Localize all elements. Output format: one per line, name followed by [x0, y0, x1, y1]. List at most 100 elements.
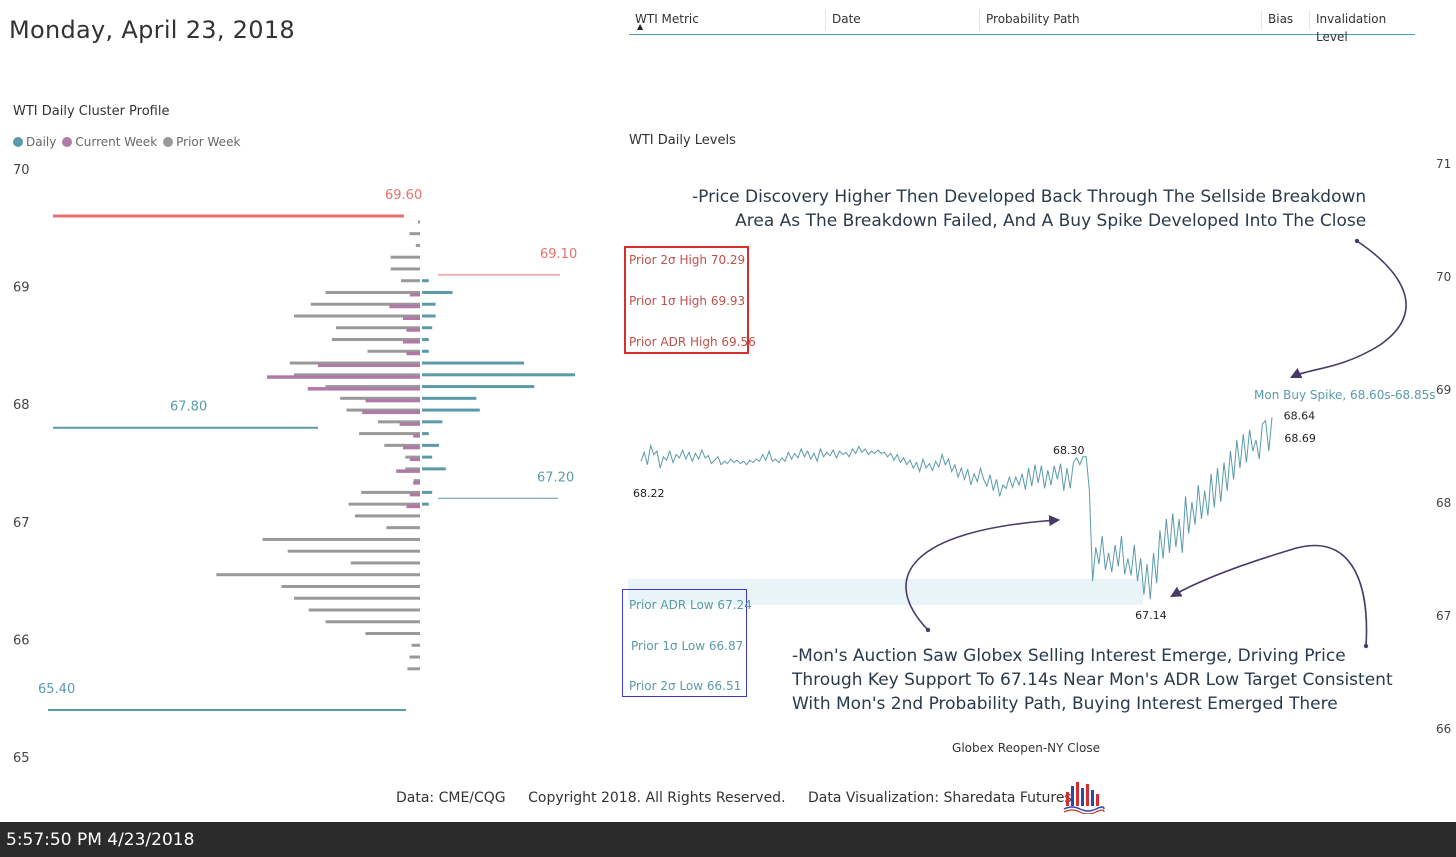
daily-bar: [422, 385, 535, 389]
column-header-wti-metric[interactable]: WTI Metric: [635, 12, 699, 26]
daily-bar: [422, 502, 429, 506]
prior-low-levels-box: Prior ADR Low 67.24 Prior 1σ Low 66.87 P…: [622, 589, 752, 697]
prior-week-bar: [361, 490, 420, 494]
prior-week-bar: [287, 549, 420, 553]
annotation-line: Through Key Support To 67.14s Near Mon's…: [792, 670, 1393, 690]
prior-week-bar: [262, 537, 420, 541]
daily-bar: [422, 455, 433, 459]
prior-week-bar: [386, 526, 420, 530]
arrow-start-dot: [1354, 238, 1360, 244]
current-week-bar: [365, 398, 420, 403]
current-week-bar: [318, 363, 420, 368]
prior-week-bar: [325, 290, 420, 294]
y-tick-label: 70: [1436, 270, 1451, 284]
daily-bar: [422, 396, 477, 400]
prior-week-bar: [289, 361, 420, 365]
prior-week-bar: [294, 314, 420, 318]
y-tick-label: 68: [1436, 496, 1451, 510]
daily-bar: [422, 338, 429, 342]
level-marker-label: 69.60: [385, 188, 422, 203]
prior-week-bar: [405, 455, 420, 459]
annotation-arrow: [1170, 544, 1368, 647]
sort-ascending-icon[interactable]: ▲: [637, 22, 644, 31]
data-label: 68.69: [1284, 432, 1316, 445]
annotation-top: -Price Discovery Higher Then Developed B…: [692, 185, 1366, 233]
current-week-bar: [406, 504, 420, 509]
prior-week-bar: [325, 385, 420, 389]
buy-spike-label: Mon Buy Spike, 68.60s-68.85s: [1254, 388, 1436, 402]
legend-label: Current Week: [75, 135, 158, 149]
current-week-bar: [403, 316, 420, 320]
current-week-bar: [409, 292, 420, 297]
legend-dot-icon: [163, 137, 174, 147]
prior-week-bar: [346, 408, 420, 412]
y-tick-label: 68: [13, 398, 30, 413]
level-marker-label: 69.10: [540, 247, 577, 262]
prior-week-bar: [354, 514, 420, 518]
daily-bar: [422, 420, 443, 424]
level-label-prior-1sigma-low: Prior 1σ Low 66.87: [631, 639, 744, 653]
current-week-bar: [409, 492, 420, 497]
daily-bar: [422, 349, 429, 353]
prior-week-bar: [294, 596, 420, 600]
annotation-arrow: [1289, 240, 1407, 379]
annotation-line: -Mon's Auction Saw Globex Selling Intere…: [792, 646, 1346, 666]
annotation-line: -Price Discovery Higher Then Developed B…: [692, 187, 1367, 207]
annotation-arrow: [905, 514, 1061, 631]
prior-week-bar: [348, 502, 420, 506]
y-tick-label: 70: [13, 163, 30, 178]
column-header-date[interactable]: Date: [825, 10, 979, 30]
data-label: 67.14: [1135, 609, 1167, 622]
y-tick-label: 67: [13, 516, 30, 531]
legend-dot-icon: [62, 137, 73, 147]
adr-low-band: [628, 578, 1143, 605]
legend-item-daily[interactable]: Daily: [13, 135, 56, 149]
annotation-bottom: -Mon's Auction Saw Globex Selling Intere…: [792, 644, 1393, 716]
y-tick-label: 66: [1436, 722, 1451, 736]
prior-week-bar: [405, 467, 420, 471]
cluster-profile-title: WTI Daily Cluster Profile: [13, 104, 170, 119]
level-label-prior-2sigma-low: Prior 2σ Low 66.51: [629, 679, 742, 693]
status-timestamp: 5:57:50 PM 4/23/2018: [6, 830, 195, 850]
current-week-bar: [389, 304, 420, 309]
arrow-start-dot: [1363, 643, 1369, 649]
y-tick-label: 65: [13, 751, 30, 766]
daily-bar: [422, 467, 446, 471]
current-week-bar: [409, 457, 420, 462]
y-tick-label: 69: [1436, 383, 1451, 397]
prior-week-bar: [384, 443, 420, 447]
daily-bar: [422, 432, 429, 436]
prior-week-bar: [409, 655, 420, 659]
level-label-prior-2sigma-high: Prior 2σ High 70.29: [629, 253, 746, 267]
legend-item-prior-week[interactable]: Prior Week: [163, 135, 240, 149]
level-label-prior-adr-high: Prior ADR High 69.56: [629, 335, 756, 349]
column-header-probability-path[interactable]: Probability Path: [979, 10, 1261, 30]
prior-high-levels-box: Prior 2σ High 70.29 Prior 1σ High 69.93 …: [624, 246, 756, 354]
current-week-bar: [267, 375, 420, 379]
prior-week-bar: [401, 279, 420, 283]
level-marker-label: 67.80: [170, 400, 207, 415]
prior-week-bar: [331, 338, 420, 342]
metrics-table-header: WTI Metric ▲ Date Probability Path Bias …: [629, 8, 1415, 44]
column-header-bias[interactable]: Bias: [1261, 10, 1309, 30]
current-week-bar: [396, 469, 420, 473]
legend-item-current-week[interactable]: Current Week: [62, 135, 157, 149]
prior-week-bar: [378, 420, 420, 424]
daily-levels-title: WTI Daily Levels: [629, 133, 736, 148]
prior-week-bar: [216, 573, 420, 577]
level-marker-label: 65.40: [38, 682, 75, 697]
prior-week-bar: [359, 432, 420, 436]
legend-label: Daily: [26, 135, 57, 149]
daily-bar: [422, 490, 433, 494]
prior-week-bar: [325, 620, 420, 624]
prior-week-bar: [390, 267, 420, 271]
sharedata-logo-icon: [1063, 782, 1105, 814]
current-week-bar: [307, 387, 420, 391]
prior-week-bar: [390, 255, 420, 259]
footer-credit: Data Visualization: Sharedata Futures: [807, 790, 1072, 806]
price-line: [640, 417, 1273, 600]
y-tick-label: 66: [13, 633, 30, 648]
column-header-invalidation-level[interactable]: Invalidation Level: [1309, 10, 1415, 44]
data-label: 68.30: [1053, 444, 1085, 457]
data-label: 68.64: [1284, 410, 1316, 423]
